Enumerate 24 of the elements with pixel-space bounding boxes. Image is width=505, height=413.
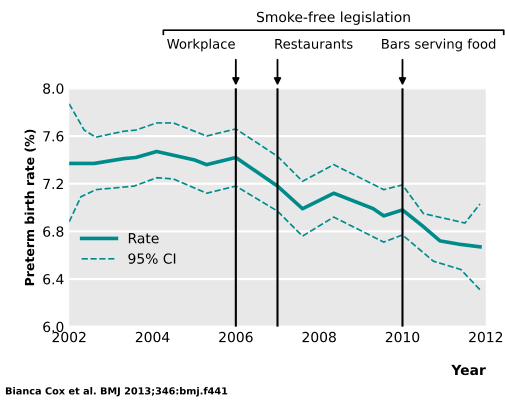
ref-line-label: Bars serving food <box>382 38 496 52</box>
x-tick-label: 2010 <box>386 332 420 342</box>
legend-label: Rate <box>128 233 159 244</box>
x-axis-title: Year <box>451 364 486 376</box>
x-tick-label: 2008 <box>302 332 336 342</box>
line-series <box>69 150 482 249</box>
y-tick-label: 6.8 <box>43 226 64 237</box>
legend-label: 95% CI <box>128 253 176 264</box>
line-series <box>69 176 481 291</box>
text: Bianca Cox et al. BMJ 2013;346:bmj.f441 <box>6 387 228 397</box>
y-tick-label: 8.0 <box>43 83 64 94</box>
y-axis-title: Preterm birth rate (%) <box>24 130 36 286</box>
y-tick-label: 7.6 <box>43 131 64 142</box>
ref-line-label: Workplace <box>167 38 235 52</box>
ref-line-label: Restaurants <box>275 39 353 49</box>
y-tick-label: 7.2 <box>43 178 63 189</box>
y-tick-label: 6.0 <box>43 322 64 332</box>
x-tick-label: 2012 <box>469 332 502 342</box>
line-series <box>69 103 481 224</box>
x-tick-label: 2006 <box>219 332 253 342</box>
chart-title: Smoke-free legislation <box>256 11 410 25</box>
x-tick-label: 2002 <box>52 332 86 342</box>
x-tick-label: 2004 <box>136 332 170 342</box>
y-tick-label: 6.4 <box>43 274 64 284</box>
